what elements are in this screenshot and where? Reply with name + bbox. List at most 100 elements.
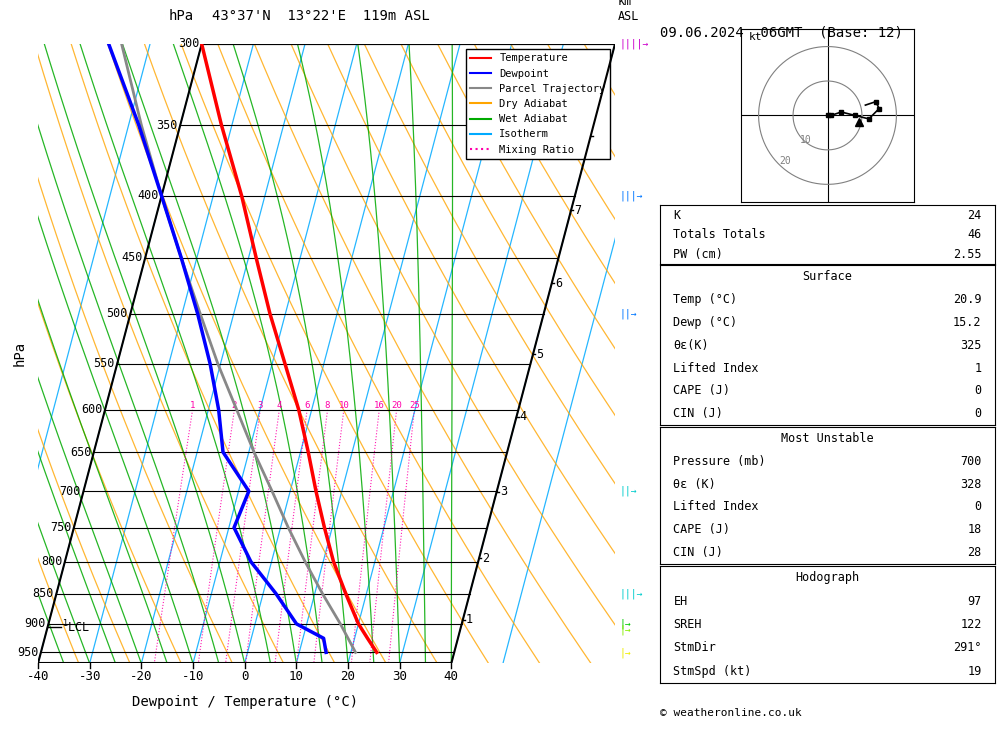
Text: 900: 900 (24, 617, 46, 630)
Text: Most Unstable: Most Unstable (781, 432, 874, 445)
Text: 20.9: 20.9 (953, 293, 982, 306)
Text: 46: 46 (967, 228, 982, 241)
Text: ||→: ||→ (620, 486, 638, 496)
Text: Surface: Surface (803, 270, 852, 283)
Text: Hodograph: Hodograph (795, 571, 860, 584)
Text: StmSpd (kt): StmSpd (kt) (673, 665, 752, 678)
Text: |→: |→ (620, 647, 632, 658)
Text: © weatheronline.co.uk: © weatheronline.co.uk (660, 708, 802, 718)
Text: StmDir: StmDir (673, 641, 716, 655)
Text: 2: 2 (232, 401, 237, 410)
Text: 30: 30 (392, 670, 407, 682)
Text: kt: kt (748, 32, 762, 42)
Text: 400: 400 (138, 189, 159, 202)
Text: 600: 600 (81, 403, 102, 416)
Text: 25: 25 (409, 401, 420, 410)
Text: θε (K): θε (K) (673, 477, 716, 490)
Text: K: K (673, 208, 681, 221)
Text: Dewp (°C): Dewp (°C) (673, 316, 738, 329)
Text: 500: 500 (106, 307, 128, 320)
Text: Lifted Index: Lifted Index (673, 501, 759, 514)
Text: 19: 19 (967, 665, 982, 678)
Text: 3: 3 (258, 401, 263, 410)
Text: 6: 6 (555, 276, 562, 290)
Text: hPa: hPa (169, 9, 194, 23)
Text: -30: -30 (78, 670, 101, 682)
Text: |→: |→ (620, 619, 632, 629)
Text: CIN (J): CIN (J) (673, 408, 723, 420)
Text: 3: 3 (500, 485, 507, 498)
Text: |||→: |||→ (620, 589, 644, 599)
Text: 1: 1 (190, 401, 195, 410)
Text: ||||→: ||||→ (620, 39, 649, 49)
Text: 800: 800 (41, 555, 62, 568)
Text: -20: -20 (130, 670, 153, 682)
Text: CAPE (J): CAPE (J) (673, 384, 730, 397)
Text: 4: 4 (520, 410, 527, 424)
Text: 43°37'N  13°22'E  119m ASL: 43°37'N 13°22'E 119m ASL (212, 9, 430, 23)
Text: 750: 750 (50, 521, 71, 534)
Text: 18: 18 (967, 523, 982, 537)
Text: 20: 20 (340, 670, 355, 682)
Text: 28: 28 (967, 546, 982, 559)
Text: 300: 300 (178, 37, 199, 51)
Text: 24: 24 (967, 208, 982, 221)
Text: 8: 8 (594, 129, 601, 142)
Text: 700: 700 (960, 454, 982, 468)
Text: 2.55: 2.55 (953, 248, 982, 261)
Text: 09.06.2024  06GMT  (Base: 12): 09.06.2024 06GMT (Base: 12) (660, 26, 903, 40)
Text: 0: 0 (974, 501, 982, 514)
Text: 20: 20 (779, 155, 791, 166)
Text: Temp (°C): Temp (°C) (673, 293, 738, 306)
Text: EH: EH (673, 594, 688, 608)
Text: 20: 20 (391, 401, 402, 410)
Text: Pressure (mb): Pressure (mb) (673, 454, 766, 468)
Text: 16: 16 (374, 401, 385, 410)
Text: PW (cm): PW (cm) (673, 248, 723, 261)
Text: 0: 0 (974, 384, 982, 397)
Text: km
ASL: km ASL (618, 0, 639, 23)
Text: θε(K): θε(K) (673, 339, 709, 352)
Text: 40: 40 (444, 670, 459, 682)
Text: 450: 450 (121, 251, 143, 265)
Text: $^1$LCL: $^1$LCL (62, 619, 90, 635)
Text: 0: 0 (241, 670, 248, 682)
Legend: Temperature, Dewpoint, Parcel Trajectory, Dry Adiabat, Wet Adiabat, Isotherm, Mi: Temperature, Dewpoint, Parcel Trajectory… (466, 49, 610, 159)
Text: 328: 328 (960, 477, 982, 490)
Text: 10: 10 (338, 401, 349, 410)
Text: hPa: hPa (13, 341, 27, 366)
Text: 15.2: 15.2 (953, 316, 982, 329)
Text: 700: 700 (60, 485, 81, 498)
Text: Lifted Index: Lifted Index (673, 361, 759, 375)
Text: SREH: SREH (673, 618, 702, 631)
Text: 325: 325 (960, 339, 982, 352)
Text: 2: 2 (482, 552, 489, 565)
Text: 850: 850 (32, 587, 54, 600)
Text: 10: 10 (800, 135, 812, 145)
Text: -40: -40 (27, 670, 49, 682)
Text: 950: 950 (17, 646, 38, 659)
Text: |||→: |||→ (620, 191, 644, 201)
Text: 1: 1 (974, 361, 982, 375)
Text: 291°: 291° (953, 641, 982, 655)
Text: Totals Totals: Totals Totals (673, 228, 766, 241)
Text: 8: 8 (325, 401, 330, 410)
Text: 650: 650 (70, 446, 91, 459)
Text: CAPE (J): CAPE (J) (673, 523, 730, 537)
Text: CIN (J): CIN (J) (673, 546, 723, 559)
Text: 1: 1 (466, 614, 473, 626)
Text: 4: 4 (277, 401, 282, 410)
Text: |→: |→ (620, 625, 632, 635)
Text: 550: 550 (93, 358, 115, 370)
Text: 6: 6 (304, 401, 310, 410)
Text: 350: 350 (156, 119, 178, 132)
Text: 10: 10 (289, 670, 304, 682)
Text: -10: -10 (182, 670, 204, 682)
Text: ||→: ||→ (620, 309, 638, 319)
Text: 122: 122 (960, 618, 982, 631)
Text: 97: 97 (967, 594, 982, 608)
Text: 7: 7 (574, 204, 581, 217)
Text: 5: 5 (536, 347, 543, 361)
Text: Dewpoint / Temperature (°C): Dewpoint / Temperature (°C) (132, 695, 358, 709)
Text: 0: 0 (974, 408, 982, 420)
